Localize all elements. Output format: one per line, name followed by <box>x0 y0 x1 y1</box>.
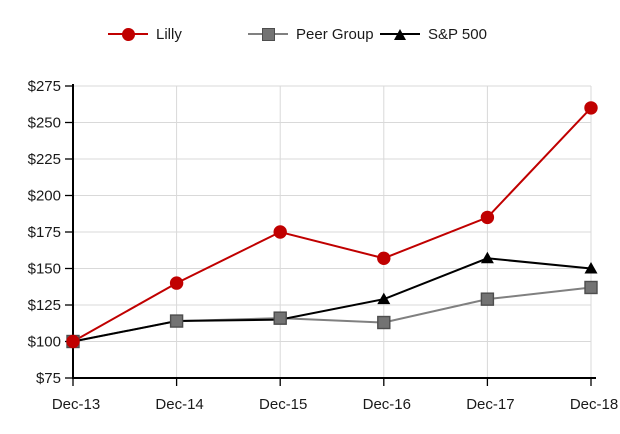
peer-group-line-swatch <box>248 26 288 42</box>
chart-legend: Lilly Peer Group S&P 500 <box>0 0 620 54</box>
axis-ticks <box>65 85 592 386</box>
svg-text:Dec-17: Dec-17 <box>466 396 514 413</box>
svg-text:$150: $150 <box>28 261 61 278</box>
series-line-peer-group <box>72 286 592 343</box>
svg-text:$225: $225 <box>28 151 61 168</box>
y-tick-labels: $75 $100 $125 $150 $175 $200 $225 $250 $275 <box>28 78 61 387</box>
svg-text:$75: $75 <box>36 370 61 387</box>
svg-text:$200: $200 <box>28 188 61 205</box>
svg-text:Dec-15: Dec-15 <box>259 396 307 413</box>
series-markers-lilly <box>66 101 598 349</box>
legend-label-sp500: S&P 500 <box>428 25 487 43</box>
svg-text:$125: $125 <box>28 297 61 314</box>
legend-item-lilly: Lilly <box>108 24 182 44</box>
svg-text:Dec-16: Dec-16 <box>363 396 411 413</box>
svg-text:Dec-18: Dec-18 <box>570 396 618 413</box>
y-gridlines <box>73 85 591 342</box>
series-line-s-p-500 <box>72 257 592 343</box>
legend-label-lilly: Lilly <box>156 25 182 43</box>
svg-text:Dec-13: Dec-13 <box>52 396 100 413</box>
svg-text:Dec-14: Dec-14 <box>155 396 203 413</box>
circle-marker-icon <box>121 27 135 41</box>
svg-text:$175: $175 <box>28 224 61 241</box>
lilly-line-swatch <box>108 26 148 42</box>
svg-text:$250: $250 <box>28 115 61 132</box>
series-line-lilly <box>72 107 592 343</box>
square-marker-icon <box>261 27 275 41</box>
triangle-marker-icon <box>393 28 406 40</box>
legend-label-peer-group: Peer Group <box>296 25 374 43</box>
x-tick-labels: Dec-13 Dec-14 Dec-15 Dec-16 Dec-17 Dec-18 <box>52 396 618 413</box>
series-markers-peer-group <box>66 280 598 349</box>
legend-item-sp500: S&P 500 <box>380 24 487 44</box>
legend-item-peer-group: Peer Group <box>248 24 374 44</box>
svg-text:$275: $275 <box>28 78 61 95</box>
svg-text:$100: $100 <box>28 334 61 351</box>
sp500-line-swatch <box>380 26 420 42</box>
